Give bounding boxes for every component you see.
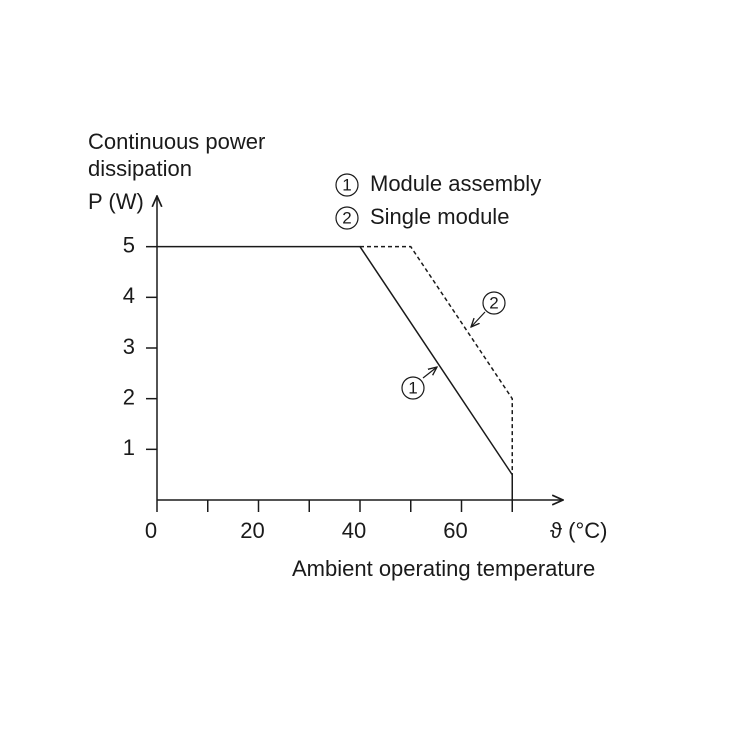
y-tick-label: 1 (123, 435, 135, 460)
y-axis-label: Continuous power (88, 129, 265, 154)
marker-number: 2 (489, 293, 498, 312)
y-tick-label: 5 (123, 232, 135, 257)
x-tick-label: 60 (443, 518, 467, 543)
marker-number: 1 (342, 175, 351, 194)
x-axis-unit: ϑ (°C) (550, 518, 607, 543)
x-tick-label: 40 (342, 518, 366, 543)
callout-arrow (471, 311, 486, 327)
y-tick-label: 4 (123, 283, 135, 308)
x-axis-label: Ambient operating temperature (292, 556, 595, 581)
marker-number: 2 (342, 208, 351, 227)
legend-label: Single module (370, 204, 509, 229)
y-axis-label: dissipation (88, 156, 192, 181)
x-tick-label: 20 (240, 518, 264, 543)
marker-circle (335, 173, 359, 197)
y-tick-label: 2 (123, 384, 135, 409)
marker-circle (335, 206, 359, 230)
y-tick-label: 3 (123, 334, 135, 359)
marker-number: 1 (408, 378, 417, 397)
callout-arrow (422, 367, 437, 379)
series-line (360, 245, 513, 475)
x-tick-label: 0 (145, 518, 157, 543)
marker-circle (482, 291, 506, 315)
plot-area (157, 245, 513, 500)
series-line (157, 245, 513, 500)
y-axis-label: P (W) (88, 189, 144, 214)
marker-circle (401, 376, 425, 400)
legend-label: Module assembly (370, 171, 541, 196)
